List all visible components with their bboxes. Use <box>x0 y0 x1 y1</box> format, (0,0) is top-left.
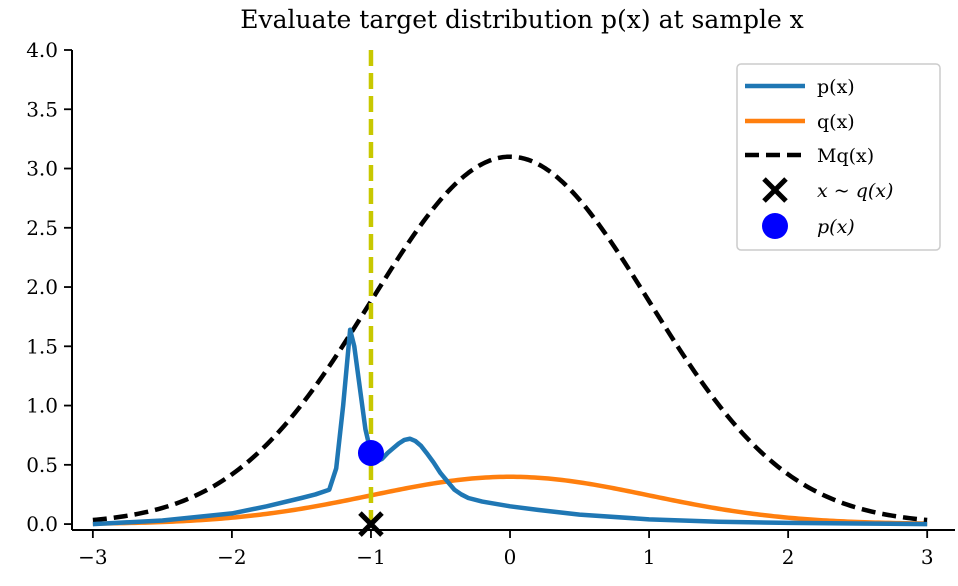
x-tick-label: 1 <box>643 545 656 569</box>
y-tick-label: 2.5 <box>26 216 58 240</box>
series-p-line <box>92 327 928 527</box>
x-tick-label: −2 <box>217 545 246 569</box>
y-tick-label: 4.0 <box>26 38 58 62</box>
legend-marker-circle <box>762 213 788 239</box>
y-tick-label: 3.5 <box>26 97 58 121</box>
legend-label-p: p(x) <box>817 76 855 98</box>
legend-label-px: p(x) <box>817 216 855 238</box>
y-tick-label: 1.5 <box>26 334 58 358</box>
axes <box>71 50 955 531</box>
ticks: −3 −2 −1 0 1 2 3 0.0 0.5 1.0 1.5 2.0 2.5 3.0 3.5 4.0 <box>26 38 933 569</box>
plot-area <box>92 50 928 537</box>
series-mq-line <box>92 154 928 523</box>
x-tick-label: 0 <box>504 545 517 569</box>
px-circle-marker <box>357 439 384 466</box>
legend-label-mq: Mq(x) <box>817 145 874 167</box>
x-tick-label: −1 <box>356 545 385 569</box>
y-tick-label: 0.0 <box>26 512 58 536</box>
legend-frame <box>736 63 941 251</box>
x-tick-label: −3 <box>78 545 107 569</box>
legend: p(x) q(x) Mq(x) x ~ q(x) p(x) <box>736 63 941 251</box>
y-tick-label: 1.0 <box>26 394 58 418</box>
y-tick-label: 0.5 <box>26 453 58 477</box>
legend-label-sample: x ~ q(x) <box>817 180 893 202</box>
series-q-line <box>92 474 928 526</box>
y-tick-label: 2.0 <box>26 275 58 299</box>
sample-x-marker <box>358 511 384 537</box>
chart-title: Evaluate target distribution p(x) at sam… <box>240 5 804 34</box>
x-tick-label: 3 <box>921 545 934 569</box>
legend-label-q: q(x) <box>817 111 855 133</box>
x-tick-label: 2 <box>782 545 795 569</box>
y-tick-label: 3.0 <box>26 157 58 181</box>
legend-marker-x <box>762 177 788 203</box>
